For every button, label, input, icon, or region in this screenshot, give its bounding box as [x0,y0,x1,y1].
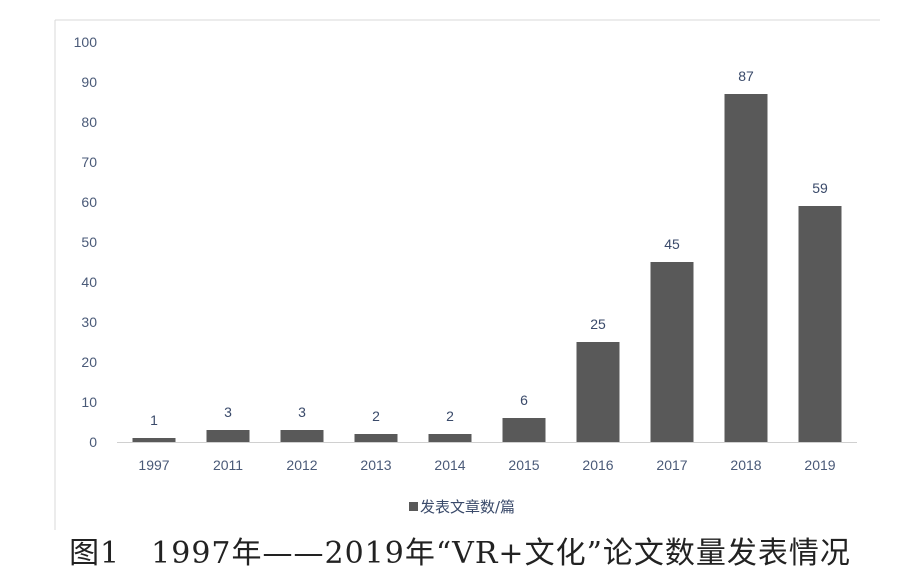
x-tick-label: 2018 [730,457,761,473]
bar-data-label: 45 [664,236,680,252]
x-tick-label: 2016 [582,457,613,473]
legend: 发表文章数/篇 [409,498,515,516]
y-tick-label: 10 [81,394,97,410]
bars-group: 1 3 3 2 2 6 25 45 87 59 [132,68,842,442]
bar-data-label: 3 [298,404,306,420]
x-axis: 1997 2011 2012 2013 2014 2015 2016 2017 2018 2019 [138,457,835,473]
y-tick-label: 100 [74,34,98,50]
bar [650,262,694,442]
bar-data-label: 1 [150,412,158,428]
y-tick-label: 40 [81,274,97,290]
bar-data-label: 2 [446,408,454,424]
x-tick-label: 2019 [804,457,835,473]
bar-data-label: 59 [812,180,828,196]
bar-data-label: 3 [224,404,232,420]
x-tick-label: 2015 [508,457,539,473]
bar [798,206,842,442]
bar [206,430,250,442]
bar-data-label: 2 [372,408,380,424]
y-tick-label: 90 [81,74,97,90]
figure-caption: 图1 1997年——2019年“VR+文化”论文数量发表情况 [69,536,851,571]
x-tick-label: 1997 [138,457,169,473]
y-tick-label: 80 [81,114,97,130]
bar [428,434,472,442]
y-axis: 0 10 20 30 40 50 60 70 80 90 100 [74,34,98,450]
y-tick-label: 0 [89,434,97,450]
y-tick-label: 20 [81,354,97,370]
legend-swatch [409,502,418,511]
x-tick-label: 2012 [286,457,317,473]
bar [132,438,176,442]
bar-data-label: 25 [590,316,606,332]
bar-data-label: 87 [738,68,754,84]
bar [724,94,768,442]
y-tick-label: 60 [81,194,97,210]
x-tick-label: 2017 [656,457,687,473]
x-tick-label: 2014 [434,457,465,473]
bar [280,430,324,442]
legend-label: 发表文章数/篇 [420,498,515,516]
x-tick-label: 2011 [213,457,243,473]
bar [354,434,398,442]
y-tick-label: 50 [81,234,97,250]
x-tick-label: 2013 [360,457,391,473]
y-tick-label: 30 [81,314,97,330]
y-tick-label: 70 [81,154,97,170]
bar-data-label: 6 [520,392,528,408]
bar [576,342,620,442]
bar [502,418,546,442]
